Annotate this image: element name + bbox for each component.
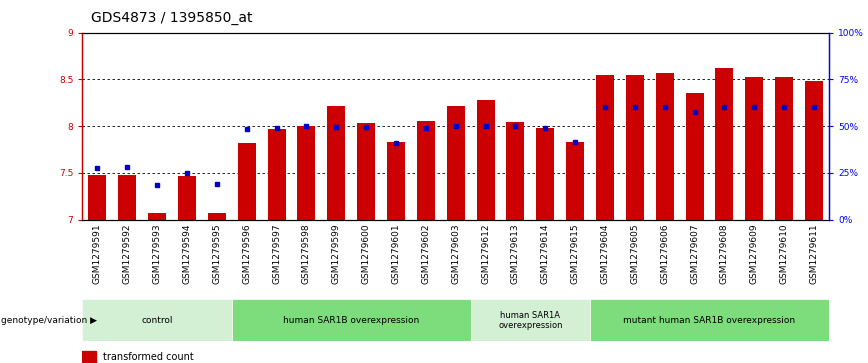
Text: GSM1279595: GSM1279595 [213, 224, 221, 284]
Bar [357, 123, 375, 220]
Bar [447, 106, 464, 220]
Bar [470, 299, 590, 341]
Bar [477, 100, 495, 220]
Bar [238, 143, 256, 220]
Text: GDS4873 / 1395850_at: GDS4873 / 1395850_at [91, 11, 253, 25]
Bar [178, 176, 196, 220]
Bar [775, 77, 793, 220]
Text: GSM1279598: GSM1279598 [302, 224, 311, 284]
Text: GSM1279608: GSM1279608 [720, 224, 729, 284]
Bar [715, 68, 733, 220]
Bar [267, 129, 286, 220]
Bar [298, 126, 315, 220]
Text: GSM1279604: GSM1279604 [601, 224, 609, 284]
Text: transformed count: transformed count [103, 352, 194, 362]
Text: GSM1279593: GSM1279593 [153, 224, 161, 284]
Bar [536, 128, 555, 220]
Text: GSM1279603: GSM1279603 [451, 224, 460, 284]
Text: GSM1279615: GSM1279615 [570, 224, 580, 284]
Text: GSM1279597: GSM1279597 [272, 224, 281, 284]
Bar [82, 351, 95, 362]
Bar [566, 142, 584, 220]
Bar [207, 213, 226, 220]
Bar [746, 77, 763, 220]
Bar [232, 299, 470, 341]
Text: GSM1279602: GSM1279602 [421, 224, 431, 284]
Bar [417, 122, 435, 220]
Bar [506, 122, 524, 220]
Text: GSM1279592: GSM1279592 [122, 224, 132, 284]
Bar [626, 75, 644, 220]
Bar [805, 81, 823, 220]
Text: GSM1279606: GSM1279606 [661, 224, 669, 284]
Text: GSM1279609: GSM1279609 [750, 224, 759, 284]
Text: GSM1279596: GSM1279596 [242, 224, 251, 284]
Bar [89, 175, 107, 220]
Text: control: control [141, 316, 173, 325]
Bar [590, 299, 829, 341]
Bar [82, 299, 232, 341]
Text: GSM1279599: GSM1279599 [332, 224, 341, 284]
Bar [327, 106, 345, 220]
Bar [596, 75, 614, 220]
Bar [387, 142, 405, 220]
Text: GSM1279613: GSM1279613 [511, 224, 520, 284]
Text: GSM1279610: GSM1279610 [779, 224, 789, 284]
Text: mutant human SAR1B overexpression: mutant human SAR1B overexpression [623, 316, 796, 325]
Text: genotype/variation ▶: genotype/variation ▶ [1, 316, 97, 325]
Text: GSM1279614: GSM1279614 [541, 224, 549, 284]
Text: GSM1279605: GSM1279605 [630, 224, 640, 284]
Text: human SAR1A
overexpression: human SAR1A overexpression [498, 311, 562, 330]
Text: GSM1279591: GSM1279591 [93, 224, 102, 284]
Bar [118, 175, 136, 220]
Bar [148, 213, 166, 220]
Text: GSM1279607: GSM1279607 [690, 224, 699, 284]
Text: GSM1279601: GSM1279601 [391, 224, 400, 284]
Text: human SAR1B overexpression: human SAR1B overexpression [283, 316, 419, 325]
Bar [655, 73, 674, 220]
Text: GSM1279600: GSM1279600 [362, 224, 371, 284]
Text: GSM1279612: GSM1279612 [481, 224, 490, 284]
Bar [686, 93, 704, 220]
Text: GSM1279594: GSM1279594 [182, 224, 192, 284]
Text: GSM1279611: GSM1279611 [810, 224, 819, 284]
